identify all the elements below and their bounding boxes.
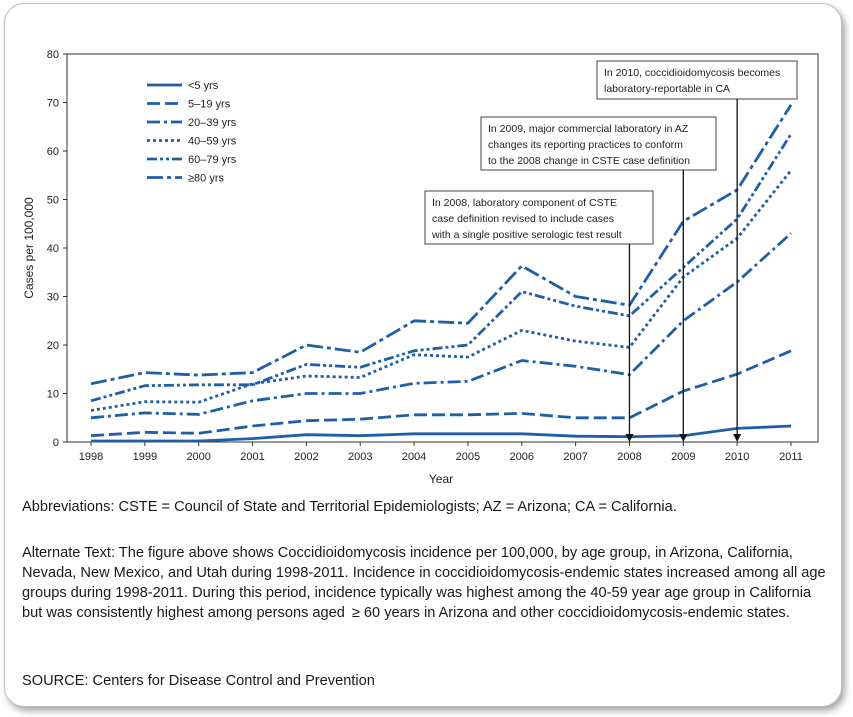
abbreviations-text: Abbreviations: CSTE = Council of State a… [22, 499, 677, 515]
x-tick-label: 2011 [779, 451, 803, 463]
series-line-4 [90, 133, 793, 403]
annotation-arrowhead-2 [733, 434, 742, 442]
series-line-2 [90, 232, 792, 420]
x-axis-label: Year [429, 472, 453, 486]
x-tick-label: 2006 [510, 451, 534, 463]
legend-label-3: 40–59 yrs [188, 136, 237, 148]
y-tick-label: 70 [47, 98, 59, 110]
annotation-text-2: laboratory-reportable in CA [604, 83, 730, 95]
x-tick-label: 2002 [294, 451, 318, 463]
annotation-arrowhead-0 [625, 434, 634, 442]
legend-label-2: 20–39 yrs [188, 117, 237, 129]
x-tick-label: 1999 [133, 451, 157, 463]
annotation-box-0 [424, 190, 654, 245]
y-tick-label: 50 [47, 195, 59, 207]
x-tick-label: 2000 [186, 451, 210, 463]
y-tick-label: 60 [47, 146, 59, 158]
x-tick-label: 2010 [725, 451, 749, 463]
annotation-text-2: In 2010, coccidioidomycosis becomes [604, 67, 780, 79]
annotation-text-1: In 2009, major commercial laboratory in … [488, 123, 689, 135]
y-tick-label: 80 [47, 49, 59, 61]
legend-label-0: <5 yrs [188, 80, 219, 92]
series-line-0 [91, 424, 792, 443]
x-tick-label: 1998 [79, 451, 103, 463]
legend-label-4: 60–79 yrs [188, 154, 237, 166]
annotation-arrowhead-1 [679, 434, 688, 442]
legend-label-1: 5–19 yrs [188, 99, 231, 111]
annotation-box-2 [596, 60, 798, 100]
y-tick-label: 30 [47, 292, 59, 304]
line-chart: 0 10 20 30 40 50 60 70 80 1998 1999 2000 2001 2002 200… [22, 49, 819, 486]
alternate-text: Alternate Text: The figure above shows C… [22, 545, 826, 621]
series-line-1 [90, 349, 792, 438]
annotation-text-1: to the 2008 change in CSTE case definiti… [488, 155, 690, 167]
y-tick-label: 0 [53, 437, 59, 449]
series-line-5 [90, 104, 793, 386]
x-tick-label: 2001 [240, 451, 264, 463]
x-tick-label: 2009 [671, 451, 695, 463]
annotation-text-0: case definition revised to include cases [432, 213, 614, 225]
y-tick-label: 20 [47, 340, 59, 352]
annotation-text-1: changes its reporting practices to confo… [488, 139, 683, 151]
y-axis-label: Cases per 100,000 [22, 197, 36, 299]
annotation-box-1 [480, 116, 717, 171]
x-tick-label: 2004 [402, 451, 426, 463]
annotation-text-0: In 2008, laboratory component of CSTE [432, 197, 617, 209]
y-tick-label: 40 [47, 243, 59, 255]
x-tick-label: 2008 [617, 451, 641, 463]
y-tick-label: 10 [47, 389, 59, 401]
x-tick-label: 2003 [348, 451, 372, 463]
x-tick-label: 2005 [456, 451, 480, 463]
annotation-text-0: with a single positive serologic test re… [431, 229, 622, 241]
legend-label-5: ≥80 yrs [188, 173, 224, 185]
x-tick-label: 2007 [563, 451, 587, 463]
source-text: SOURCE: Centers for Disease Control and … [22, 673, 375, 689]
